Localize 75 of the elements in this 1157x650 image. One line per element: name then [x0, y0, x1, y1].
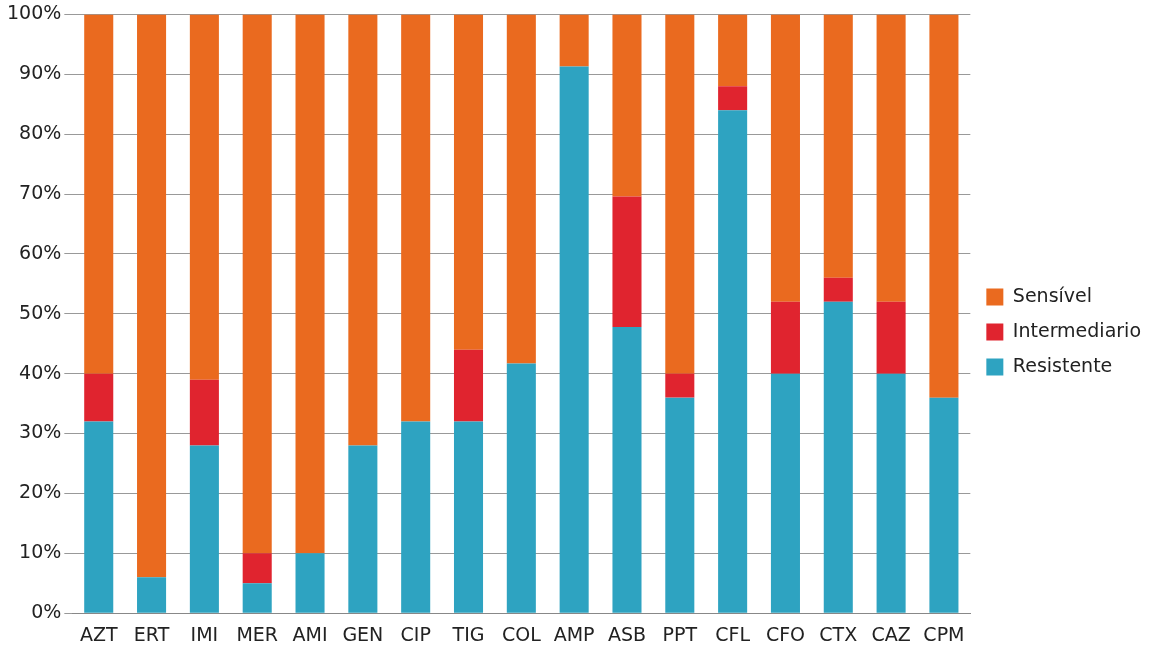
bar [612, 326, 642, 613]
x-tick-label: AMI [292, 622, 328, 645]
x-tick-label: CIP [400, 622, 431, 645]
bar [612, 14, 642, 197]
bar [559, 66, 589, 613]
bar [401, 14, 431, 422]
bar [137, 14, 167, 578]
y-tick-label: 100% [6, 1, 62, 24]
x-tick-label: ERT [133, 622, 170, 645]
y-tick-label: 10% [19, 540, 62, 563]
x-tick-label: AZT [79, 622, 118, 645]
bar [453, 14, 484, 350]
x-tick-label: CTX [819, 622, 858, 645]
y-tick-label: 20% [19, 480, 62, 503]
bar [348, 445, 378, 613]
bar [242, 14, 272, 554]
bar [770, 301, 800, 374]
bar [665, 373, 695, 398]
bar [718, 86, 748, 111]
y-tick-label: 80% [19, 121, 62, 144]
x-tick-label: COL [501, 622, 542, 645]
bar [453, 349, 484, 422]
x-tick-label: ASB [607, 622, 647, 645]
bar [559, 14, 589, 67]
x-tick-label: CFL [715, 622, 751, 645]
y-tick-label: 50% [19, 300, 62, 323]
x-tick-label: GEN [342, 622, 384, 645]
legend-label: Resistente [1012, 353, 1113, 376]
x-tick-label: CAZ [871, 622, 911, 645]
bar [295, 553, 325, 613]
bar [242, 583, 272, 613]
bar [718, 14, 748, 87]
bar [84, 14, 114, 374]
bar [189, 445, 219, 613]
bar [770, 14, 800, 302]
bar [189, 379, 219, 446]
bar [453, 421, 484, 613]
x-tick-label: CFO [765, 622, 806, 645]
bar [612, 196, 642, 327]
legend-label: Sensível [1012, 283, 1093, 306]
bar [506, 14, 536, 364]
y-tick-label: 30% [19, 420, 62, 443]
bar [189, 14, 219, 380]
bar [823, 14, 853, 278]
bar [137, 577, 167, 613]
bar [242, 553, 272, 584]
bar [876, 301, 906, 374]
x-tick-label: CPM [923, 622, 965, 645]
bar [876, 14, 906, 302]
bar [506, 363, 536, 613]
y-tick-label: 0% [31, 600, 62, 623]
bar [84, 421, 114, 613]
x-tick-label: AMP [553, 622, 595, 645]
y-tick-label: 70% [19, 180, 62, 203]
bar [718, 110, 748, 613]
bar [876, 373, 906, 613]
bar [665, 14, 695, 374]
bar [929, 397, 959, 613]
bar [348, 14, 378, 446]
y-tick-label: 40% [19, 360, 62, 383]
bar [295, 14, 325, 554]
x-tick-label: MER [236, 622, 279, 645]
bar [401, 421, 431, 613]
bar [929, 14, 959, 398]
x-tick-label: TIG [451, 622, 485, 645]
bar [770, 373, 800, 613]
bar [823, 301, 853, 613]
y-tick-label: 90% [19, 61, 62, 84]
x-tick-label: IMI [190, 622, 219, 645]
legend-label: Intermediario [1012, 318, 1142, 341]
y-tick-label: 60% [19, 240, 62, 263]
bar [665, 397, 695, 613]
bar [84, 373, 114, 422]
bar [823, 277, 853, 302]
x-tick-label: PPT [662, 622, 698, 645]
